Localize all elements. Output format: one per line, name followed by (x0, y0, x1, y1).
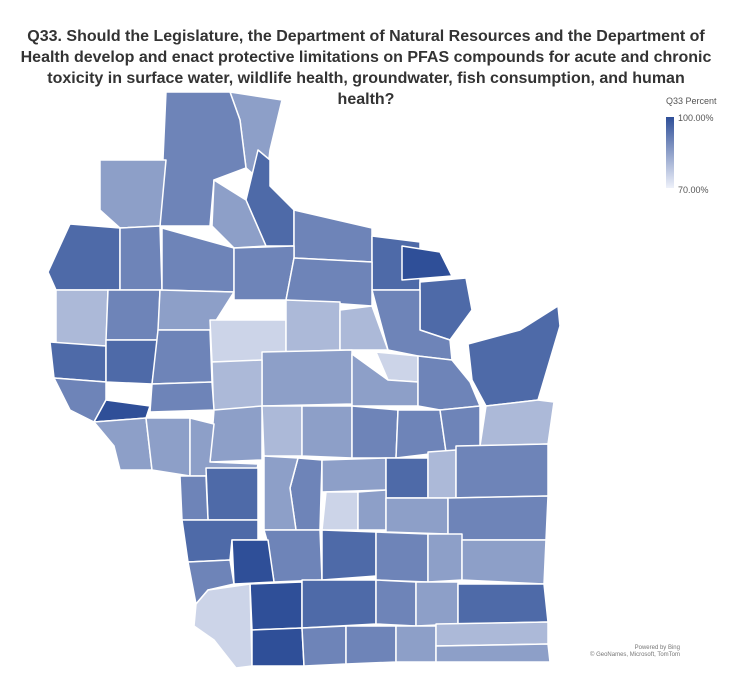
county-green[interactable] (301, 625, 347, 667)
county-washburn[interactable] (119, 225, 163, 291)
county-walworth[interactable] (395, 625, 437, 663)
county-milwaukee[interactable] (457, 583, 549, 625)
county-langlade[interactable] (285, 299, 341, 353)
county-adams[interactable] (263, 455, 299, 531)
county-kewaunee[interactable] (479, 399, 555, 447)
credits-powered-by: Powered by Bing (634, 645, 680, 651)
county-calumet[interactable] (427, 449, 457, 499)
county-racine[interactable] (435, 621, 549, 647)
legend-color-scale (666, 117, 674, 188)
legend-max-label: 100.00% (678, 113, 714, 123)
county-wood[interactable] (261, 405, 303, 457)
county-marinette[interactable] (419, 277, 473, 341)
legend-min-label: 70.00% (678, 185, 709, 195)
county-florence[interactable] (401, 245, 453, 281)
county-jefferson[interactable] (375, 579, 417, 627)
county-marathon[interactable] (261, 349, 353, 407)
county-crawford[interactable] (187, 559, 235, 605)
county-oneida[interactable] (233, 245, 295, 301)
county-eau-claire[interactable] (149, 381, 215, 413)
county-iron[interactable] (293, 209, 373, 263)
county-ozaukee[interactable] (461, 539, 547, 585)
county-lafayette[interactable] (251, 627, 305, 667)
county-waushara[interactable] (321, 457, 387, 493)
county-rock[interactable] (345, 625, 397, 665)
county-winnebago[interactable] (385, 457, 429, 499)
county-dodge[interactable] (375, 531, 429, 583)
county-dane[interactable] (301, 579, 377, 629)
county-washington[interactable] (427, 533, 463, 583)
county-waukesha[interactable] (415, 581, 459, 627)
county-marquette[interactable] (321, 491, 359, 531)
county-door[interactable] (467, 305, 561, 407)
county-douglas[interactable] (159, 91, 247, 227)
county-iowa[interactable] (249, 581, 303, 631)
county-polk[interactable] (47, 223, 121, 291)
county-portage[interactable] (301, 405, 353, 459)
county-fond-du-lac[interactable] (385, 497, 449, 535)
county-barron[interactable] (105, 289, 161, 341)
county-oconto-east[interactable] (371, 289, 453, 361)
county-richland[interactable] (231, 539, 275, 585)
county-buffalo[interactable] (93, 417, 153, 471)
county-burnett[interactable] (99, 159, 167, 229)
county-trempealeau[interactable] (145, 417, 191, 477)
county-pierce[interactable] (49, 341, 107, 383)
county-grant[interactable] (193, 583, 253, 669)
county-clark[interactable] (209, 405, 263, 463)
county-columbia[interactable] (321, 529, 377, 581)
county-waupaca[interactable] (351, 405, 399, 459)
county-monroe[interactable] (205, 467, 259, 521)
credits-sources: © GeoNames, Microsoft, TomTom (590, 652, 680, 658)
county-green-lake[interactable] (357, 489, 387, 531)
map-title: Q33. Should the Legislature, the Departm… (20, 28, 712, 108)
county-chippewa[interactable] (151, 329, 213, 385)
legend-title: Q33 Percent (666, 96, 717, 106)
county-sheboygan[interactable] (447, 495, 549, 541)
county-forest[interactable] (285, 257, 373, 307)
county-manitowoc[interactable] (455, 443, 549, 499)
county-st-croix[interactable] (55, 289, 109, 347)
county-la-crosse[interactable] (179, 475, 209, 521)
county-kenosha[interactable] (435, 643, 551, 663)
county-dunn[interactable] (105, 339, 159, 385)
map-credits: Powered by Bing © GeoNames, Microsoft, T… (590, 645, 680, 659)
